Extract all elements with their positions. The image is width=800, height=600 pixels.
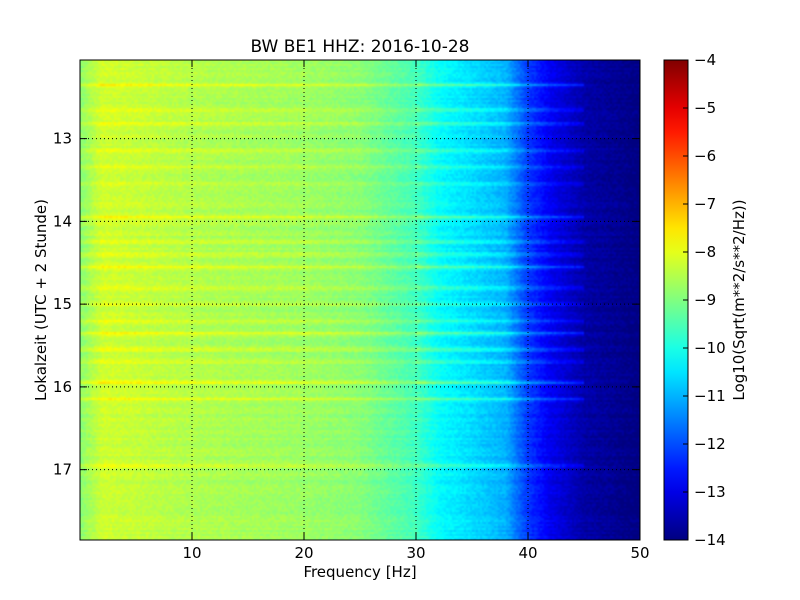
y-tick-label: 15 [53,295,72,313]
y-tick-label: 16 [53,378,72,396]
x-tick-label: 50 [630,544,649,562]
heatmap-image [80,60,640,540]
spectrogram-heatmap [80,60,640,540]
grid-lines [80,60,640,540]
colorbar-tick-label: −10 [694,339,726,357]
colorbar-tick-label: −5 [694,99,716,117]
y-axis: 13 14 15 16 17 [53,130,640,479]
x-tick-label: 30 [406,544,425,562]
plot-frame [79,59,641,541]
colorbar-tick-label: −6 [694,147,716,165]
colorbar-tick-label: −9 [694,291,716,309]
y-axis-label: Lokalzeit (UTC + 2 Stunde) [32,199,50,401]
y-tick-label: 17 [53,461,72,479]
x-tick-label: 40 [518,544,537,562]
y-tick-label: 14 [53,212,72,230]
colorbar-tick-label: −13 [694,483,726,501]
x-axis: 10 20 30 40 50 [182,60,650,562]
colorbar-tick-label: −12 [694,435,726,453]
colorbar: −4 −5 −6 −7 −8 −9 −10 −11 −12 −13 −14 [663,51,726,549]
colorbar-tick-label: −4 [694,51,716,69]
x-tick-label: 20 [294,544,313,562]
colorbar-label: Log10(Sqrt(m**2/s**2/Hz)) [730,199,748,400]
colorbar-tick-label: −8 [694,243,716,261]
chart-title: BW BE1 HHZ: 2016-10-28 [250,37,469,57]
x-axis-label: Frequency [Hz] [303,563,416,581]
x-tick-label: 10 [182,544,201,562]
y-tick-label: 13 [53,130,72,148]
colorbar-tick-label: −7 [694,195,716,213]
colorbar-tick-label: −11 [694,387,726,405]
colorbar-tick-label: −14 [694,531,726,549]
